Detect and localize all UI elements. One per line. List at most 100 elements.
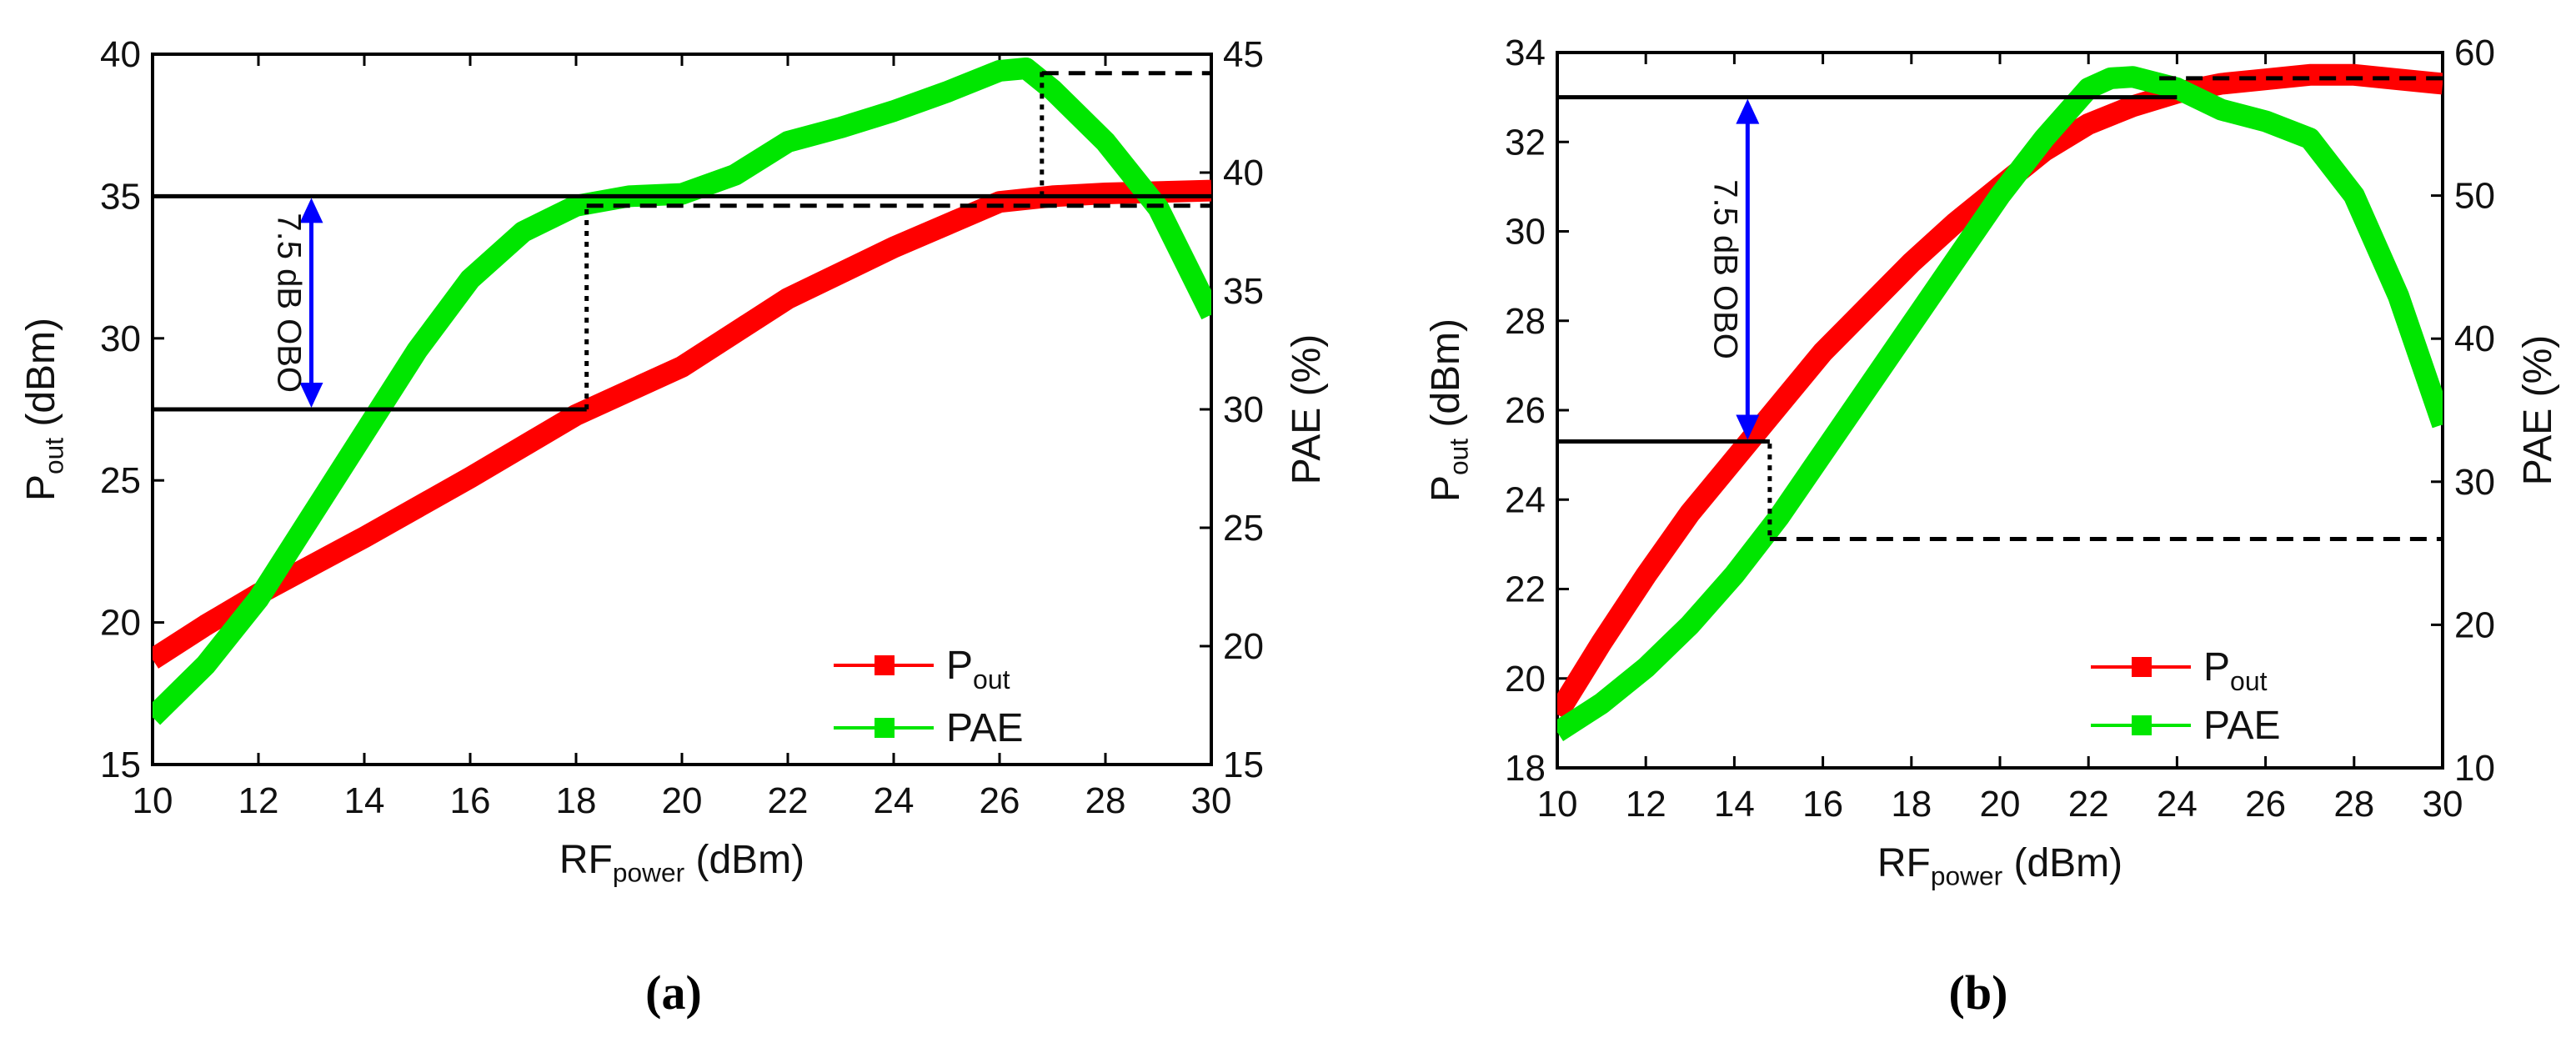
pout-data-point xyxy=(1954,221,1957,223)
obo-arrow-head-up xyxy=(1736,98,1760,124)
pout-data-point xyxy=(575,414,577,416)
pout-data-point xyxy=(204,624,207,627)
pout-data-point xyxy=(2220,83,2223,85)
x-tick-label: 20 xyxy=(662,780,703,821)
pae-data-point xyxy=(1866,388,1868,390)
y-right-tick-label: 30 xyxy=(1223,389,1264,430)
y-left-tick-label: 35 xyxy=(100,176,141,217)
pae-data-point xyxy=(1999,194,2001,197)
y-left-tick-label: 25 xyxy=(100,460,141,501)
pae-data-point xyxy=(893,110,895,113)
y-right-tick-label: 40 xyxy=(2454,318,2495,359)
pout-data-point xyxy=(1557,713,1558,715)
legend-marker xyxy=(875,718,895,738)
pout-data-point xyxy=(2308,73,2311,76)
pae-data-point xyxy=(1733,574,1736,576)
pout-data-point xyxy=(2397,78,2399,81)
pout-data-point xyxy=(2353,73,2355,76)
x-tick-label: 16 xyxy=(1802,784,1843,825)
plot-frame xyxy=(1556,51,2444,770)
y-left-axis-label-unit: (dBm) xyxy=(19,318,63,438)
y-left-tick-label: 30 xyxy=(100,318,141,359)
y-right-tick-label: 45 xyxy=(1223,34,1264,75)
obo-arrow-head-down xyxy=(299,383,323,408)
y-right-tick-label: 30 xyxy=(2454,462,2495,503)
x-axis-label-main: RF xyxy=(559,838,613,882)
x-axis-label-main: RF xyxy=(1877,841,1931,885)
pout-data-point xyxy=(2264,78,2267,81)
legend-label-sub: out xyxy=(973,664,1010,694)
pae-data-point xyxy=(1105,141,1106,143)
y-right-tick-label: 40 xyxy=(1223,153,1264,193)
pae-series-line xyxy=(153,58,1211,725)
pae-data-point xyxy=(1822,452,1824,454)
pae-series-line xyxy=(1557,66,2443,742)
pout-data-point xyxy=(1645,574,1647,577)
pae-data-point xyxy=(575,204,577,207)
pout-data-point xyxy=(2442,83,2443,85)
x-tick-label: 20 xyxy=(1980,784,2021,825)
pae-data-point xyxy=(204,664,207,666)
legend-label-main: P xyxy=(946,644,973,688)
pout-data-point xyxy=(1733,458,1736,460)
x-tick-label: 14 xyxy=(1714,784,1755,825)
y-left-tick-label: 40 xyxy=(100,34,141,75)
pae-data-point xyxy=(1025,68,1027,70)
y-right-tick-label: 35 xyxy=(1223,271,1264,312)
pout-data-point xyxy=(1822,351,1824,354)
obo-annotation-label: 7.5 dB OBO xyxy=(1706,179,1743,359)
legend-label: PAE xyxy=(946,706,1023,750)
x-axis-label-sub: power xyxy=(1931,861,2003,891)
pae-data-point xyxy=(999,69,1000,72)
pae-data-point xyxy=(469,278,471,280)
x-axis-label: RFpower (dBm) xyxy=(1877,841,2122,891)
y-left-tick-label: 24 xyxy=(1505,479,1546,520)
pae-data-point xyxy=(1557,731,1558,734)
pae-data-point xyxy=(2397,294,2399,297)
legend-label-main: PAE xyxy=(2203,704,2280,748)
legend-marker xyxy=(875,655,895,675)
panel-caption: (b) xyxy=(1949,965,2008,1020)
legend-label-sub: out xyxy=(2230,666,2268,696)
pae-data-point xyxy=(734,173,736,176)
x-tick-label: 28 xyxy=(2333,784,2374,825)
y-left-tick-label: 15 xyxy=(100,745,141,785)
pae-data-point xyxy=(2087,87,2090,89)
pout-data-point xyxy=(2132,105,2134,108)
x-tick-label: 28 xyxy=(1085,780,1126,821)
pae-data-point xyxy=(363,432,365,434)
pae-data-point xyxy=(945,91,948,93)
y-right-axis-label: PAE (%) xyxy=(2516,335,2560,485)
pae-data-point xyxy=(152,716,153,718)
pae-data-point xyxy=(1645,666,1647,669)
pout-data-point xyxy=(2087,123,2090,125)
pae-data-point xyxy=(1051,88,1054,91)
pout-data-point xyxy=(1601,641,1603,644)
x-tick-label: 18 xyxy=(1891,784,1932,825)
y-right-tick-label: 20 xyxy=(1223,626,1264,667)
y-left-tick-label: 30 xyxy=(1505,212,1546,253)
pout-data-point xyxy=(681,365,683,368)
pout-data-point xyxy=(1105,192,1106,194)
pae-data-point xyxy=(416,349,418,351)
pae-data-point xyxy=(787,141,789,143)
pout-data-point xyxy=(1210,189,1211,192)
pae-data-point xyxy=(2264,120,2267,123)
x-tick-label: 14 xyxy=(344,780,385,821)
legend-marker xyxy=(2132,657,2152,677)
pae-data-point xyxy=(1777,516,1780,519)
y-left-axis-label-main: P xyxy=(1424,475,1468,502)
legend-label: PAE xyxy=(2203,704,2280,748)
pae-data-point xyxy=(2220,108,2223,111)
legend-label: Pout xyxy=(2203,645,2268,696)
pout-data-point xyxy=(787,298,789,300)
pae-data-point xyxy=(310,514,313,517)
obo-arrow-head-down xyxy=(1736,414,1760,440)
x-tick-label: 30 xyxy=(2423,784,2463,825)
y-right-axis-label: PAE (%) xyxy=(1285,334,1329,484)
pae-data-point xyxy=(2176,87,2178,89)
y-left-tick-label: 26 xyxy=(1505,390,1546,431)
pae-data-point xyxy=(2442,424,2443,426)
x-axis-label: RFpower (dBm) xyxy=(559,838,804,888)
x-tick-label: 10 xyxy=(133,780,173,821)
